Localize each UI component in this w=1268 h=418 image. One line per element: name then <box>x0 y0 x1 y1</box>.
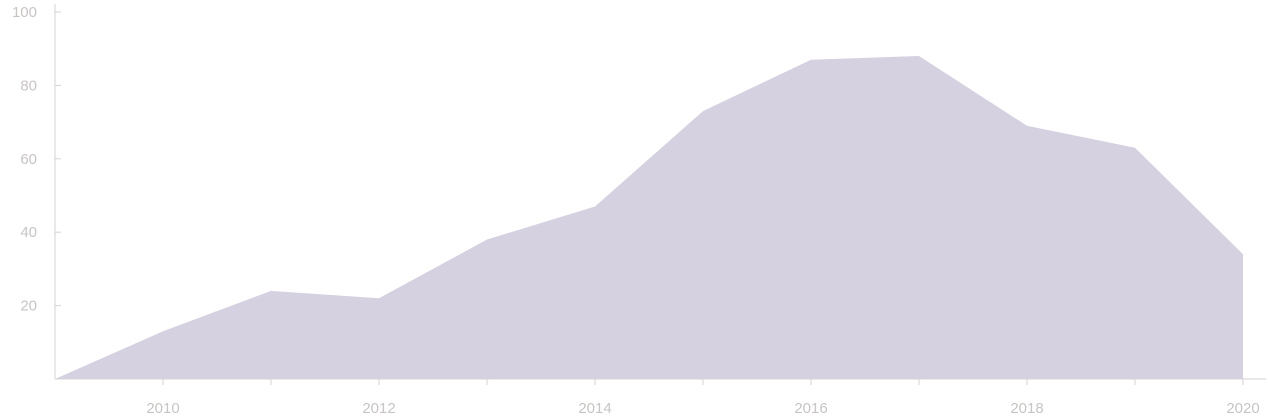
area-series-layer <box>55 56 1243 379</box>
x-tick-label: 2018 <box>1010 400 1043 417</box>
y-axis-ticks: 20 40 60 80 100 <box>12 4 61 315</box>
y-tick-label: 60 <box>20 151 37 168</box>
x-axis-ticks: 2010 2012 2014 2016 2018 2020 <box>146 379 1260 417</box>
y-tick-label: 80 <box>20 77 37 94</box>
x-tick-label: 2014 <box>578 400 611 417</box>
area-fill <box>55 56 1243 379</box>
y-tick-label: 20 <box>20 298 37 315</box>
y-tick-label: 100 <box>12 4 37 21</box>
axes <box>54 4 1266 380</box>
x-tick-label: 2012 <box>362 400 395 417</box>
y-tick-label: 40 <box>20 224 37 241</box>
x-tick-label: 2010 <box>146 400 179 417</box>
x-tick-label: 2020 <box>1226 400 1259 417</box>
x-tick-label: 2016 <box>794 400 827 417</box>
